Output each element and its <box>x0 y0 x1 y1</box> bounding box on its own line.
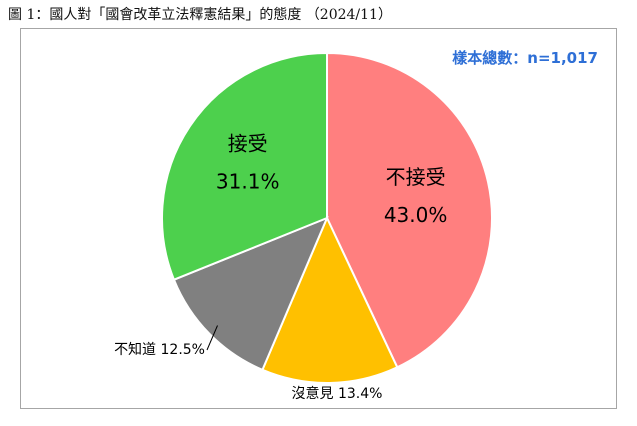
figure-caption: 圖 1：國人對「國會改革立法釋憲結果」的態度 （2024/11） <box>8 7 392 23</box>
pie-slice-1 <box>261 215 399 384</box>
slice-name-label: 接受 <box>228 132 268 156</box>
slice-name-label: 不接受 <box>386 165 446 189</box>
pie-slices <box>161 51 493 384</box>
label-leader-line <box>206 325 218 351</box>
pie-slice-3 <box>161 51 328 282</box>
pie-labels: 不接受 43.0% 沒意見 13.4% 不知道 12.5% 接受 31.1% <box>114 132 447 403</box>
slice-label: 不知道 12.5% <box>114 341 205 358</box>
pie-slice-2 <box>172 216 329 372</box>
sample-size-label: 樣本總數：n=1,017 <box>452 49 598 67</box>
slice-value-label: 43.0% <box>384 203 448 227</box>
slice-label: 沒意見 13.4% <box>292 385 383 402</box>
chart-frame <box>20 28 617 409</box>
slice-value-label: 31.1% <box>216 170 280 194</box>
pie-slice-0 <box>326 51 493 369</box>
